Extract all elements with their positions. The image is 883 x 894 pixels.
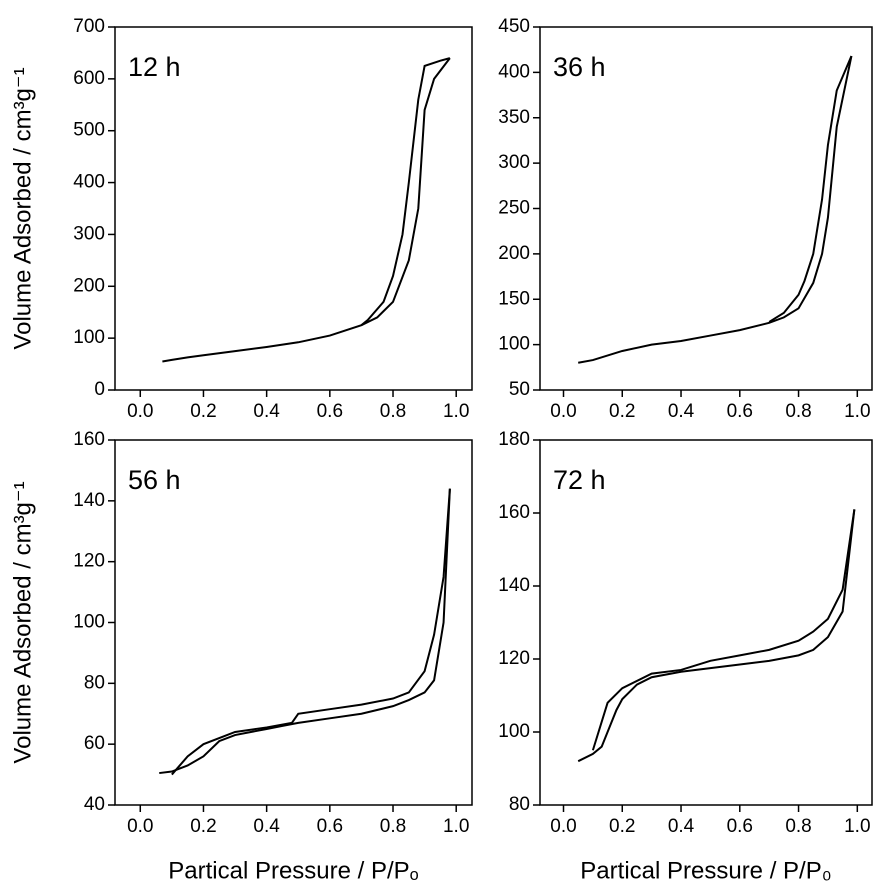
- y-tick-label: 140: [73, 490, 105, 511]
- panel-label: 56 h: [128, 465, 181, 495]
- y-tick-label: 250: [498, 198, 530, 219]
- y-tick-label: 600: [73, 68, 105, 89]
- y-tick-label: 150: [498, 288, 530, 309]
- y-tick-label: 400: [498, 61, 530, 82]
- y-tick-label: 200: [73, 275, 105, 296]
- x-tick-label: 0.6: [317, 401, 343, 422]
- y-tick-label: 60: [84, 733, 105, 754]
- y-tick-label: 100: [73, 612, 105, 633]
- x-axis-label: Partical Pressure / P/P₀: [580, 857, 831, 884]
- x-tick-label: 0.4: [668, 401, 695, 422]
- plot-frame: [114, 26, 473, 391]
- x-tick-label: 0.4: [253, 401, 280, 422]
- y-tick-label: 100: [498, 721, 530, 742]
- x-tick-label: 1.0: [443, 401, 469, 422]
- x-tick-label: 0.6: [727, 816, 753, 837]
- y-tick-label: 100: [498, 334, 530, 355]
- x-tick-label: 0.8: [380, 816, 406, 837]
- isotherm-line: [360, 57, 451, 326]
- panel-label: 36 h: [553, 52, 606, 82]
- x-tick-label: 0.6: [727, 401, 753, 422]
- x-tick-label: 0.0: [550, 816, 576, 837]
- x-tick-label: 0.8: [380, 401, 406, 422]
- y-tick-label: 180: [498, 429, 530, 450]
- y-axis-label: Volume Adsorbed / cm³g⁻¹: [9, 67, 36, 349]
- x-tick-label: 0.6: [317, 816, 343, 837]
- y-tick-label: 300: [498, 152, 530, 173]
- y-tick-label: 0: [94, 379, 105, 400]
- isotherm-line: [171, 488, 451, 776]
- y-tick-label: 300: [73, 223, 105, 244]
- y-axis-label: Volume Adsorbed / cm³g⁻¹: [9, 481, 36, 763]
- y-tick-label: 100: [73, 327, 105, 348]
- y-tick-label: 200: [498, 243, 530, 264]
- isotherm-line: [591, 509, 856, 751]
- x-tick-label: 0.4: [253, 816, 280, 837]
- isotherm-line: [768, 55, 853, 323]
- x-tick-label: 1.0: [844, 816, 870, 837]
- y-tick-label: 450: [498, 16, 530, 37]
- x-tick-label: 1.0: [443, 816, 469, 837]
- x-tick-label: 0.2: [609, 401, 635, 422]
- x-tick-label: 0.2: [190, 401, 216, 422]
- x-tick-label: 0.8: [785, 401, 811, 422]
- panel-label: 12 h: [128, 52, 181, 82]
- y-tick-label: 120: [498, 648, 530, 669]
- y-tick-label: 700: [73, 16, 105, 37]
- isotherm-line: [162, 57, 451, 363]
- x-tick-label: 0.0: [550, 401, 576, 422]
- x-tick-label: 0.0: [127, 816, 153, 837]
- isotherm-line: [577, 509, 856, 763]
- x-tick-label: 0.8: [785, 816, 811, 837]
- plot-frame: [539, 439, 873, 806]
- y-tick-label: 50: [509, 379, 530, 400]
- y-tick-label: 80: [84, 672, 105, 693]
- y-tick-label: 160: [498, 502, 530, 523]
- x-axis-label: Partical Pressure / P/Pₒ: [168, 857, 418, 884]
- isotherm-line: [578, 55, 853, 364]
- x-tick-label: 0.2: [190, 816, 216, 837]
- y-tick-label: 400: [73, 172, 105, 193]
- y-tick-label: 120: [73, 551, 105, 572]
- x-tick-label: 0.4: [668, 816, 695, 837]
- x-tick-label: 0.0: [127, 401, 153, 422]
- y-tick-label: 80: [509, 794, 530, 815]
- y-tick-label: 350: [498, 107, 530, 128]
- y-tick-label: 140: [498, 575, 530, 596]
- x-tick-label: 0.2: [609, 816, 635, 837]
- y-tick-label: 40: [84, 794, 105, 815]
- y-tick-label: 160: [73, 429, 105, 450]
- panel-label: 72 h: [553, 465, 606, 495]
- y-tick-label: 500: [73, 120, 105, 141]
- isotherm-line: [159, 488, 451, 775]
- x-tick-label: 1.0: [844, 401, 870, 422]
